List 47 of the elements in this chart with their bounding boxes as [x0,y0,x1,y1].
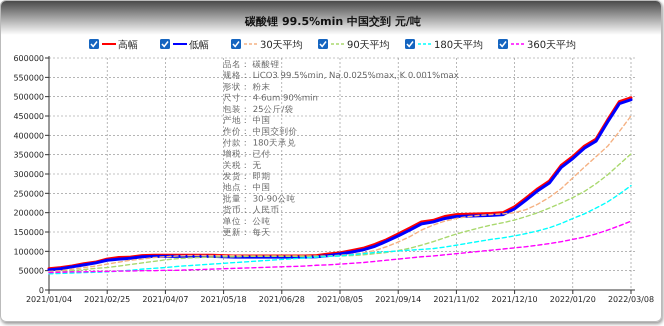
y-tick-label: 0 [38,286,44,295]
x-tick-label: 2021/01/04 [26,295,72,304]
annotation: 形状： 粉末 [223,82,271,92]
x-tick-label: 2021/09/14 [375,295,422,304]
annotation: 单位： 公吨 [223,216,271,227]
y-tick-label: 150000 [13,228,44,237]
legend-label: 低幅 [189,39,209,51]
y-tick-label: 350000 [13,150,44,160]
legend-label: 90天平均 [347,39,390,51]
y-tick-label: 400000 [13,131,44,140]
x-tick-label: 2021/08/05 [316,295,364,304]
x-tick-label: 2021/02/25 [84,295,130,304]
x-tick-label: 2021/12/10 [492,295,538,304]
annotation: 品名： 碳酸锂 [223,60,280,70]
legend-label: 180天平均 [434,39,484,51]
annotation: 关税： 无 [223,160,262,171]
legend-label: 360天平均 [527,39,576,51]
annotation: 货币： 人民币 [223,206,280,216]
annotation: 增税： 已付 [223,150,271,160]
annotation: 更新： 每天 [223,228,271,238]
annotation: 付款： 180天承兑 [223,138,296,148]
annotation: 地点： 中国 [223,183,271,194]
x-tick-label: 2021/11/02 [433,295,480,304]
legend-label: 高幅 [118,39,138,51]
title: 碳酸锂 99.5%min 中国交到 元/吨 [245,15,421,28]
y-tick-label: 100000 [13,247,44,256]
annotation: 发货： 即期 [223,172,271,182]
annotation: 作价： 中国交到价 [223,127,298,138]
x-tick-label: 2021/04/07 [142,295,188,304]
x-tick-label: 2021/06/28 [258,295,305,304]
y-tick-label: 50000 [18,266,44,276]
annotation: 规格： LiCO3 99.5%min, Na 0.025%max, K 0.001%max [223,71,459,82]
y-tick-label: 250000 [13,189,44,198]
x-tick-label: 2021/05/18 [200,295,247,304]
y-tick-label: 200000 [13,208,44,218]
y-tick-label: 500000 [13,92,44,102]
annotation: 尺寸： 4-6um 90%min [223,94,318,104]
x-tick-label: 2022/03/08 [608,295,654,304]
y-tick-label: 550000 [13,73,44,82]
y-tick-label: 450000 [13,112,44,121]
annotation: 包装： 25公斤/袋 [223,104,294,115]
legend-label: 30天平均 [260,39,303,51]
y-tick-label: 300000 [13,170,44,179]
annotation: 批量： 30-90公吨 [223,194,296,204]
y-tick-label: 600000 [13,54,44,63]
annotation: 产地： 中国 [223,116,271,126]
x-tick-label: 2022/01/20 [550,295,596,304]
